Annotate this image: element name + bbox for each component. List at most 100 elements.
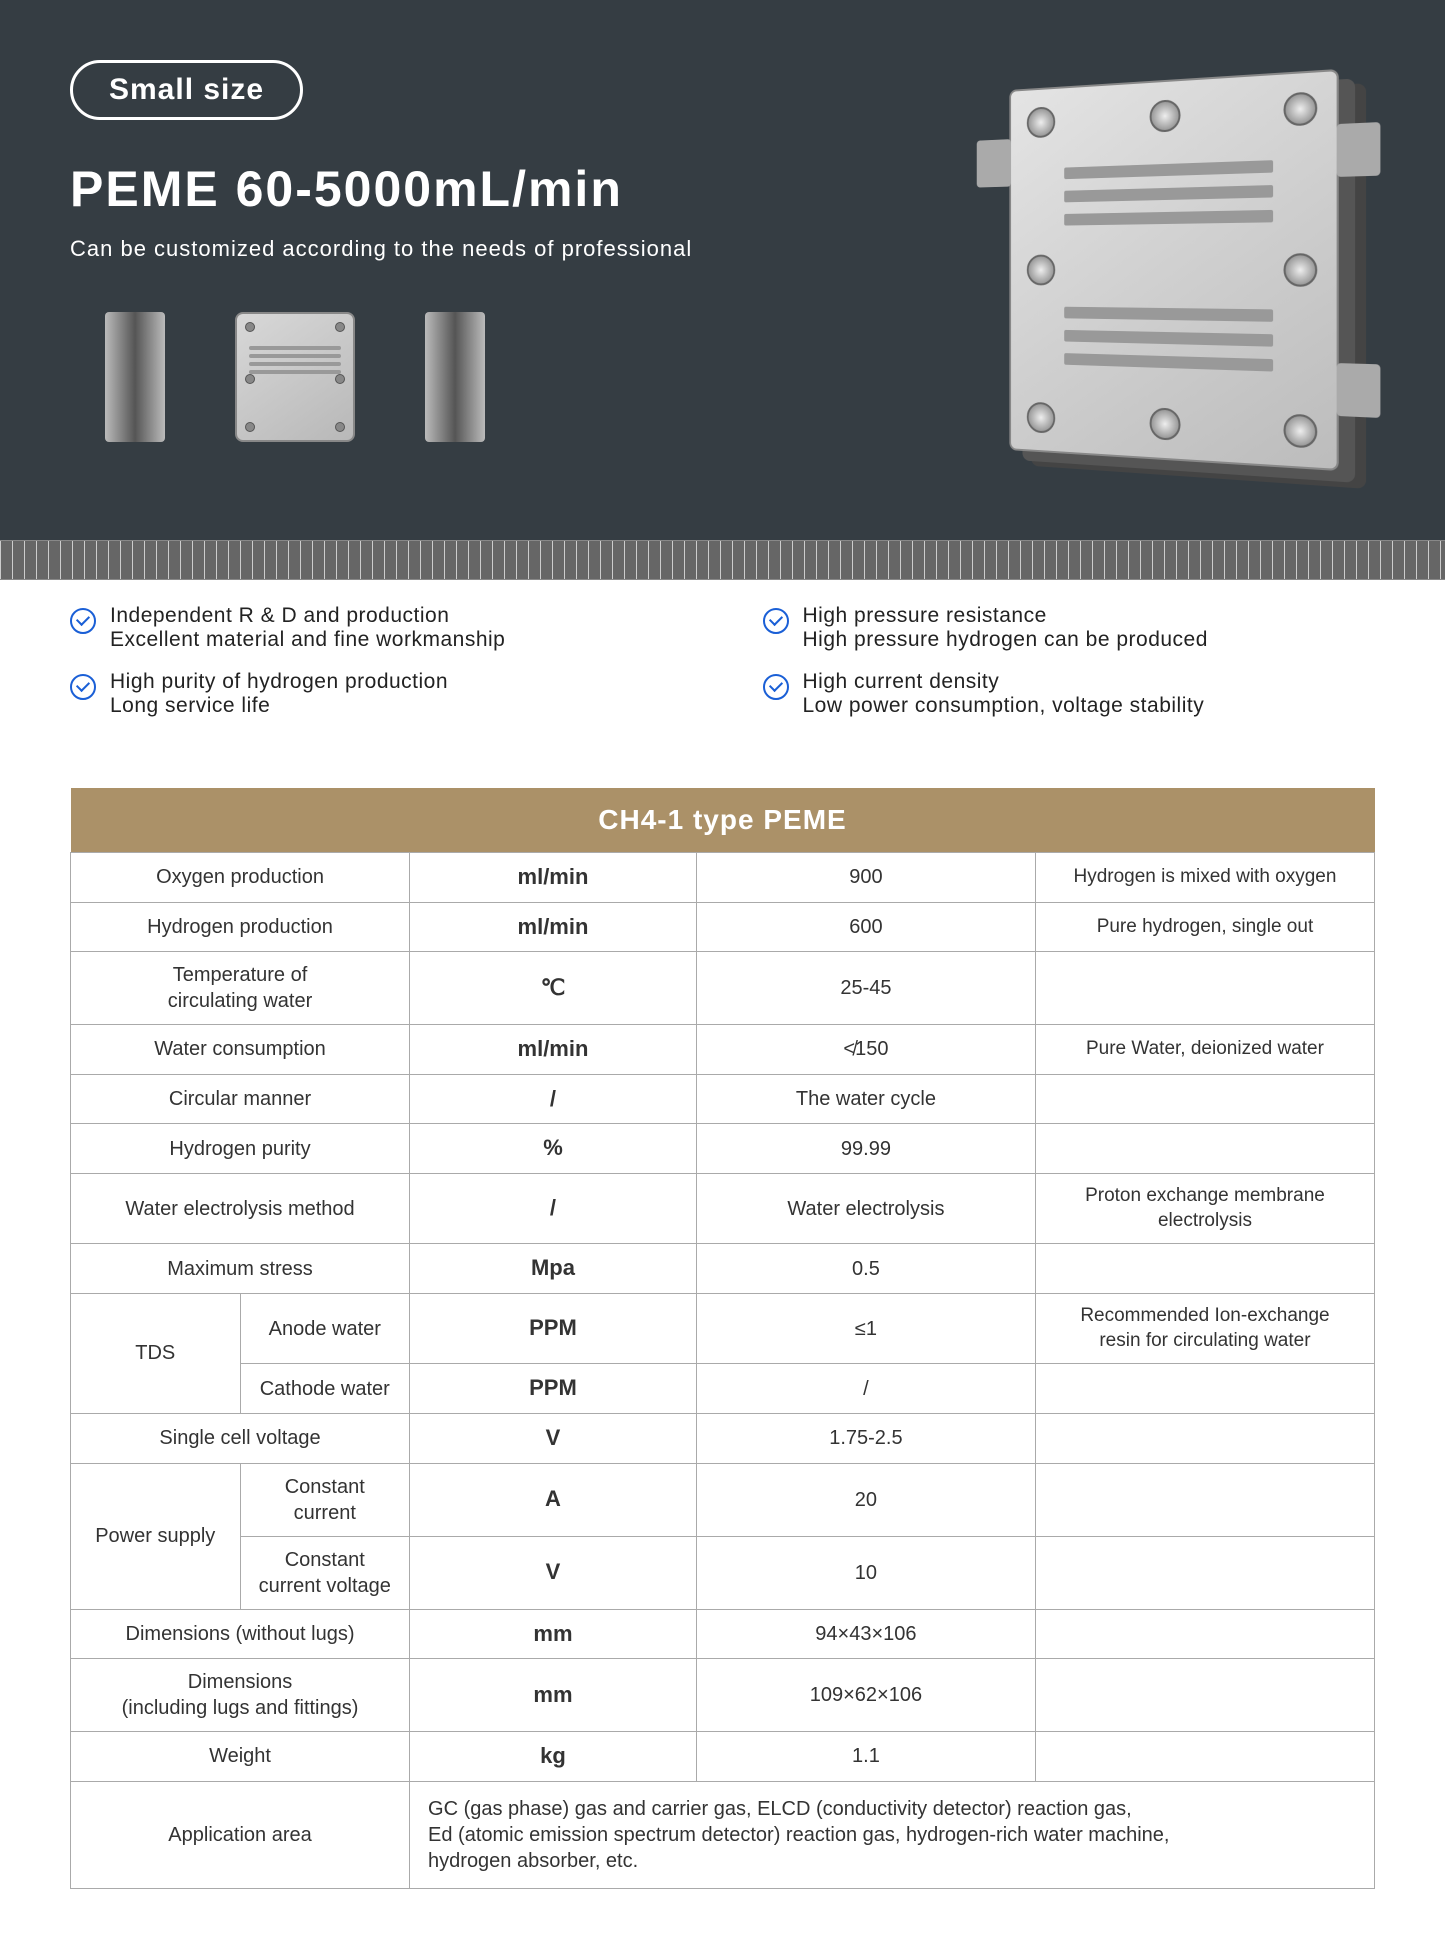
spec-value: / xyxy=(696,1364,1035,1414)
spec-note: Hydrogen is mixed with oxygen xyxy=(1035,853,1374,903)
feature-line: High pressure hydrogen can be produced xyxy=(803,628,1208,652)
spec-value: 1.75-2.5 xyxy=(696,1413,1035,1463)
spec-label: Circular manner xyxy=(71,1074,410,1124)
spec-note xyxy=(1035,1609,1374,1659)
table-row: Constantcurrent voltage V 10 xyxy=(71,1536,1375,1609)
feature-line: Excellent material and fine workmanship xyxy=(110,628,505,652)
feature-line: High purity of hydrogen production xyxy=(110,670,448,694)
spec-unit: ℃ xyxy=(410,952,697,1025)
size-badge: Small size xyxy=(70,60,303,120)
spec-application-text: GC (gas phase) gas and carrier gas, ELCD… xyxy=(410,1781,1375,1888)
table-row: Temperature ofcirculating water ℃ 25-45 xyxy=(71,952,1375,1025)
spec-note: Proton exchange membraneelectrolysis xyxy=(1035,1173,1374,1243)
feature-line: Long service life xyxy=(110,694,448,718)
feature-item: High current density Low power consumpti… xyxy=(763,670,1376,718)
table-row: Single cell voltage V 1.75-2.5 xyxy=(71,1413,1375,1463)
check-icon xyxy=(70,608,96,634)
spec-unit: mm xyxy=(410,1659,697,1732)
spec-label: Dimensions(including lugs and fittings) xyxy=(71,1659,410,1732)
spec-value: 94×43×106 xyxy=(696,1609,1035,1659)
feature-item: High purity of hydrogen production Long … xyxy=(70,670,683,718)
spec-label: Constantcurrent xyxy=(240,1463,410,1536)
table-row: Water electrolysis method / Water electr… xyxy=(71,1173,1375,1243)
spec-label: Application area xyxy=(71,1781,410,1888)
spec-value: 25-45 xyxy=(696,952,1035,1025)
spec-value: 1.1 xyxy=(696,1732,1035,1782)
spec-label: Oxygen production xyxy=(71,853,410,903)
spec-unit: ml/min xyxy=(410,853,697,903)
spec-label: Maximum stress xyxy=(71,1244,410,1294)
feature-line: Independent R & D and production xyxy=(110,604,505,628)
spec-value: ≮150 xyxy=(696,1025,1035,1075)
table-row: TDS Anode water PPM ≤1 Recommended Ion-e… xyxy=(71,1293,1375,1363)
spec-label: Cathode water xyxy=(240,1364,410,1414)
table-row: Oxygen production ml/min 900 Hydrogen is… xyxy=(71,853,1375,903)
table-row: Maximum stress Mpa 0.5 xyxy=(71,1244,1375,1294)
table-row: Weight kg 1.1 xyxy=(71,1732,1375,1782)
ruler-divider xyxy=(0,540,1445,580)
spec-note xyxy=(1035,1536,1374,1609)
product-thumb-front xyxy=(230,302,360,452)
feature-item: Independent R & D and production Excelle… xyxy=(70,604,683,652)
spec-note xyxy=(1035,1124,1374,1174)
spec-unit: PPM xyxy=(410,1364,697,1414)
table-row: Power supply Constantcurrent A 20 xyxy=(71,1463,1375,1536)
spec-note xyxy=(1035,1659,1374,1732)
spec-note xyxy=(1035,1244,1374,1294)
table-row: Dimensions(including lugs and fittings) … xyxy=(71,1659,1375,1732)
spec-unit: V xyxy=(410,1413,697,1463)
spec-label: Single cell voltage xyxy=(71,1413,410,1463)
spec-value: Water electrolysis xyxy=(696,1173,1035,1243)
table-row: Circular manner / The water cycle xyxy=(71,1074,1375,1124)
spec-note xyxy=(1035,1074,1374,1124)
feature-line: Low power consumption, voltage stability xyxy=(803,694,1205,718)
table-row: Application area GC (gas phase) gas and … xyxy=(71,1781,1375,1888)
table-row: Cathode water PPM / xyxy=(71,1364,1375,1414)
spec-group-label: TDS xyxy=(71,1293,241,1413)
spec-table-header: CH4-1 type PEME xyxy=(71,788,1375,853)
spec-label: Water electrolysis method xyxy=(71,1173,410,1243)
spec-table: CH4-1 type PEME Oxygen production ml/min… xyxy=(70,788,1375,1889)
hero-section: Small size PEME 60-5000mL/min Can be cus… xyxy=(0,0,1445,540)
spec-value: The water cycle xyxy=(696,1074,1035,1124)
check-icon xyxy=(763,608,789,634)
spec-label: Constantcurrent voltage xyxy=(240,1536,410,1609)
spec-unit: / xyxy=(410,1074,697,1124)
spec-note xyxy=(1035,952,1374,1025)
spec-note xyxy=(1035,1413,1374,1463)
check-icon xyxy=(70,674,96,700)
spec-value: 109×62×106 xyxy=(696,1659,1035,1732)
spec-value: 600 xyxy=(696,902,1035,952)
spec-label: Weight xyxy=(71,1732,410,1782)
spec-table-section: CH4-1 type PEME Oxygen production ml/min… xyxy=(0,758,1445,1949)
spec-value: 20 xyxy=(696,1463,1035,1536)
spec-unit: mm xyxy=(410,1609,697,1659)
spec-note: Recommended Ion-exchangeresin for circul… xyxy=(1035,1293,1374,1363)
spec-label: Hydrogen production xyxy=(71,902,410,952)
table-row: Dimensions (without lugs) mm 94×43×106 xyxy=(71,1609,1375,1659)
spec-unit: kg xyxy=(410,1732,697,1782)
table-row: Hydrogen production ml/min 600 Pure hydr… xyxy=(71,902,1375,952)
spec-unit: / xyxy=(410,1173,697,1243)
table-row: Hydrogen purity % 99.99 xyxy=(71,1124,1375,1174)
spec-note xyxy=(1035,1732,1374,1782)
spec-label: Dimensions (without lugs) xyxy=(71,1609,410,1659)
check-icon xyxy=(763,674,789,700)
feature-item: High pressure resistance High pressure h… xyxy=(763,604,1376,652)
spec-unit: ml/min xyxy=(410,1025,697,1075)
spec-label: Anode water xyxy=(240,1293,410,1363)
spec-unit: ml/min xyxy=(410,902,697,952)
product-thumb-side-right xyxy=(390,302,520,452)
spec-note xyxy=(1035,1364,1374,1414)
spec-label: Hydrogen purity xyxy=(71,1124,410,1174)
features-grid: Independent R & D and production Excelle… xyxy=(0,580,1445,758)
spec-value: 10 xyxy=(696,1536,1035,1609)
spec-unit: PPM xyxy=(410,1293,697,1363)
spec-value: 99.99 xyxy=(696,1124,1035,1174)
spec-value: ≤1 xyxy=(696,1293,1035,1363)
spec-label: Water consumption xyxy=(71,1025,410,1075)
spec-note: Pure hydrogen, single out xyxy=(1035,902,1374,952)
table-row: Water consumption ml/min ≮150 Pure Water… xyxy=(71,1025,1375,1075)
spec-group-label: Power supply xyxy=(71,1463,241,1609)
spec-unit: Mpa xyxy=(410,1244,697,1294)
